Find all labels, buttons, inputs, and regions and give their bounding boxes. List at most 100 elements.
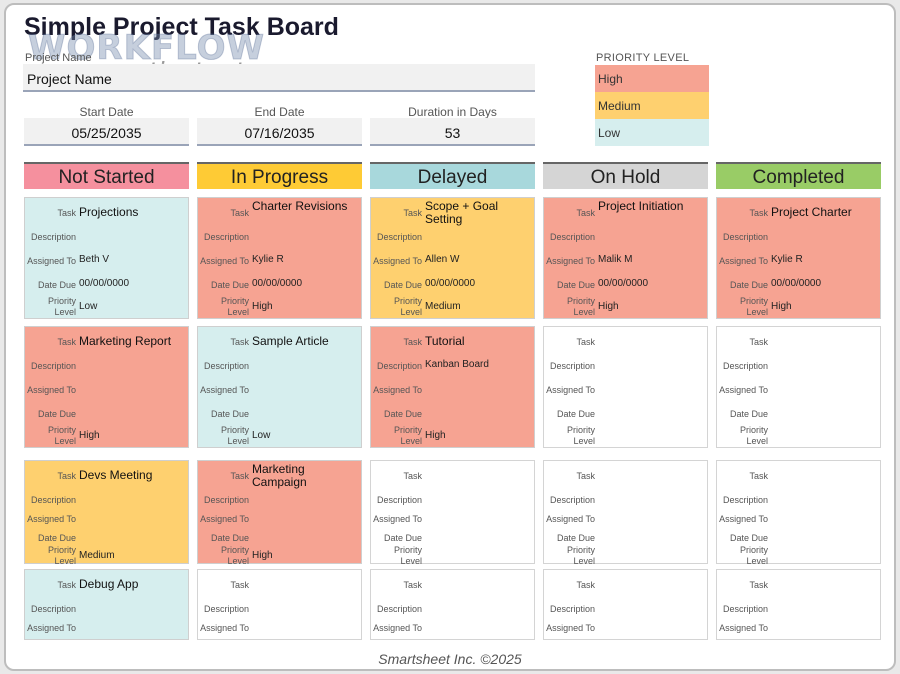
column-header-not-started: Not Started: [24, 162, 189, 189]
start-date-label: Start Date: [79, 105, 134, 119]
assigned-value: Kylie R: [771, 254, 803, 265]
level-label: Level: [54, 436, 76, 446]
task-card[interactable]: Task Project Charter Description Assigned T…: [716, 197, 881, 319]
task-label: Task: [749, 580, 768, 590]
duration-label: Duration in Days: [408, 105, 497, 119]
date-due-label: Date Due: [37, 533, 76, 543]
task-card[interactable]: Task Description Assigned To: [543, 569, 708, 640]
date-due-label: Date Due: [556, 280, 595, 290]
task-label: Task: [576, 471, 595, 481]
task-card[interactable]: Task Description Assigned To: [197, 569, 362, 640]
date-due-label: Date Due: [383, 409, 422, 419]
task-value: Marketing Campaign: [252, 462, 307, 489]
level-label: Level: [400, 556, 422, 566]
level-label: Level: [746, 556, 768, 566]
task-value: Tutorial: [425, 334, 465, 348]
priority-label: Priority: [566, 425, 595, 435]
assigned-label: Assigned To: [373, 623, 422, 633]
column-header-in-progress: In Progress: [197, 162, 362, 189]
assigned-label: Assigned To: [27, 623, 76, 633]
task-card[interactable]: Task Charter Revisions Description Assigned…: [197, 197, 362, 319]
task-label: Task: [230, 471, 249, 481]
description-label: Description: [549, 495, 595, 505]
task-label: Task: [57, 471, 76, 481]
assigned-label: Assigned To: [719, 256, 768, 266]
priority-label: Priority: [566, 296, 595, 306]
column-header-delayed: Delayed: [370, 162, 535, 189]
task-value: Projections: [79, 205, 139, 219]
level-label: Level: [400, 436, 422, 446]
assigned-label: Assigned To: [27, 514, 76, 524]
description-label: Description: [30, 232, 76, 242]
assigned-label: Assigned To: [373, 514, 422, 524]
task-label: Task: [230, 580, 249, 590]
task-card[interactable]: Task Tutorial Description Kanban Board Assig…: [370, 326, 535, 448]
description-label: Description: [722, 495, 768, 505]
task-card[interactable]: Task Description Assigned To Date Due Priori…: [543, 460, 708, 566]
task-label: Task: [576, 580, 595, 590]
task-card[interactable]: Task Marketing Campaign Description Assigne…: [197, 460, 362, 566]
assigned-label: Assigned To: [546, 623, 595, 633]
task-card[interactable]: Task Description Assigned To Date Due Priori…: [716, 460, 881, 566]
task-card[interactable]: Task Scope + Goal Setting Description Assig…: [370, 197, 535, 319]
level-label: Level: [573, 307, 595, 317]
priority-value: Low: [79, 301, 98, 312]
task-label: Task: [403, 580, 422, 590]
description-label: Description: [376, 361, 422, 371]
assigned-label: Assigned To: [719, 623, 768, 633]
task-label: Task: [749, 208, 768, 218]
task-card[interactable]: Task Debug App Description Assigned To: [24, 569, 189, 640]
description-label: Description: [203, 232, 249, 242]
description-label: Description: [722, 604, 768, 614]
priority-value: High: [252, 550, 273, 561]
task-value: Project Charter: [771, 205, 852, 219]
assigned-value: Malik M: [598, 254, 633, 265]
task-card[interactable]: Task Projections Description Assigned To Bet…: [24, 197, 189, 319]
task-value: Project Initiation: [598, 199, 684, 213]
project-name-field[interactable]: Project Name: [23, 64, 535, 92]
level-label: Level: [746, 436, 768, 446]
level-label: Level: [227, 556, 249, 566]
description-label: Description: [722, 361, 768, 371]
assigned-label: Assigned To: [719, 514, 768, 524]
priority-label: Priority: [47, 545, 76, 555]
task-value: Debug App: [79, 577, 139, 591]
description-label: Description: [30, 604, 76, 614]
task-card[interactable]: Task Description Assigned To Date Due Priori…: [543, 326, 708, 448]
assigned-label: Assigned To: [546, 385, 595, 395]
date-due-label: Date Due: [556, 409, 595, 419]
priority-legend-title: PRIORITY LEVEL: [596, 52, 690, 64]
level-label: Level: [54, 556, 76, 566]
date-due-label: Date Due: [556, 533, 595, 543]
duration-field[interactable]: 53: [370, 118, 535, 146]
task-card[interactable]: Task Sample Article Description Assigned To…: [197, 326, 362, 448]
description-label: Description: [549, 604, 595, 614]
priority-medium: Medium: [595, 92, 709, 119]
priority-label: Priority: [220, 545, 249, 555]
start-date-field[interactable]: 05/25/2035: [24, 118, 189, 146]
task-card[interactable]: Task Marketing Report Description Assigned …: [24, 326, 189, 448]
end-date-label: End Date: [254, 105, 305, 119]
priority-label: Priority: [47, 425, 76, 435]
task-card[interactable]: Task Devs Meeting Description Assigned To Da…: [24, 460, 189, 566]
date-due-value: 00/00/0000: [598, 278, 649, 289]
level-label: Level: [573, 436, 595, 446]
task-card[interactable]: Task Description Assigned To: [370, 569, 535, 640]
task-card[interactable]: Task Project Initiation Description Assigne…: [543, 197, 708, 319]
task-label: Task: [403, 208, 422, 218]
description-label: Description: [376, 232, 422, 242]
description-value: Kanban Board: [425, 359, 489, 370]
assigned-label: Assigned To: [27, 256, 76, 266]
task-label: Task: [230, 337, 249, 347]
date-due-label: Date Due: [729, 280, 768, 290]
date-due-label: Date Due: [729, 409, 768, 419]
end-date-field[interactable]: 07/16/2035: [197, 118, 362, 146]
assigned-label: Assigned To: [27, 385, 76, 395]
priority-label: Priority: [566, 545, 595, 555]
task-card[interactable]: Task Description Assigned To Date Due Priori…: [716, 326, 881, 448]
task-card[interactable]: Task Description Assigned To: [716, 569, 881, 640]
assigned-label: Assigned To: [200, 256, 249, 266]
assigned-label: Assigned To: [373, 385, 422, 395]
priority-value: High: [598, 301, 619, 312]
task-card[interactable]: Task Description Assigned To Date Due Priori…: [370, 460, 535, 566]
